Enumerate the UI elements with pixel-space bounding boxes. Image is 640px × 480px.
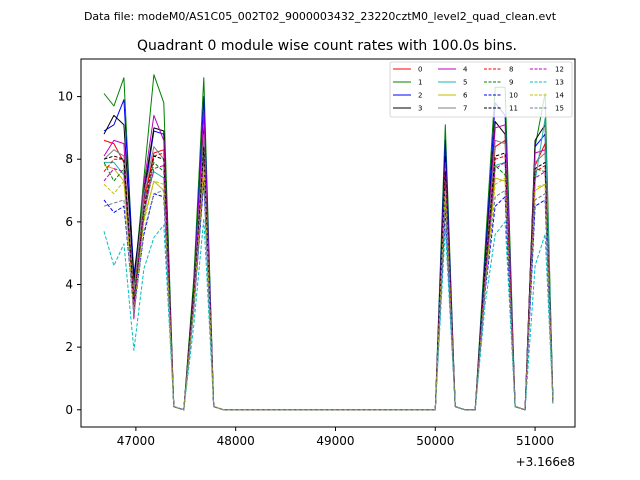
axes-layer: 47000 48000 49000 50000 51000 0 2 4 6 8 10 (58, 90, 554, 448)
chart-title: Quadrant 0 module wise count rates with … (137, 38, 517, 54)
legend-label-14: 14 (555, 92, 564, 100)
series-line-10 (103, 180, 554, 411)
legend-label-2: 2 (418, 92, 422, 100)
legend-frame (389, 61, 573, 118)
series-line-15 (103, 180, 554, 411)
y-tick-label: 10 (58, 90, 73, 104)
y-tick-label: 6 (65, 215, 73, 229)
x-tick-label: 48000 (217, 434, 255, 448)
legend-label-15: 15 (555, 105, 564, 113)
y-tick-label: 0 (65, 403, 73, 417)
legend-label-11: 11 (509, 105, 518, 113)
x-tick-label: 49000 (316, 434, 354, 448)
series-layer (103, 74, 554, 411)
legend-label-6: 6 (463, 92, 468, 100)
legend-label-10: 10 (509, 92, 518, 100)
legend-label-1: 1 (418, 79, 422, 87)
x-tick-label: 47000 (117, 434, 155, 448)
legend-label-5: 5 (463, 79, 467, 87)
legend-label-0: 0 (418, 66, 422, 74)
legend-label-8: 8 (509, 66, 513, 74)
legend-label-7: 7 (463, 105, 467, 113)
x-offset-label: +3.166e8 (516, 455, 575, 469)
plot-frame (80, 58, 576, 428)
legend-label-4: 4 (463, 66, 468, 74)
legend-label-9: 9 (509, 79, 513, 87)
x-tick-label: 51000 (516, 434, 554, 448)
y-tick-label: 8 (65, 152, 73, 166)
legend-label-3: 3 (418, 105, 422, 113)
chart-suptitle: Data file: modeM0/AS1C05_002T02_90000034… (84, 10, 557, 23)
legend-label-12: 12 (555, 66, 564, 74)
x-tick-label: 50000 (416, 434, 454, 448)
y-tick-label: 2 (65, 340, 73, 354)
legend-label-13: 13 (555, 79, 564, 87)
y-tick-label: 4 (65, 277, 73, 291)
